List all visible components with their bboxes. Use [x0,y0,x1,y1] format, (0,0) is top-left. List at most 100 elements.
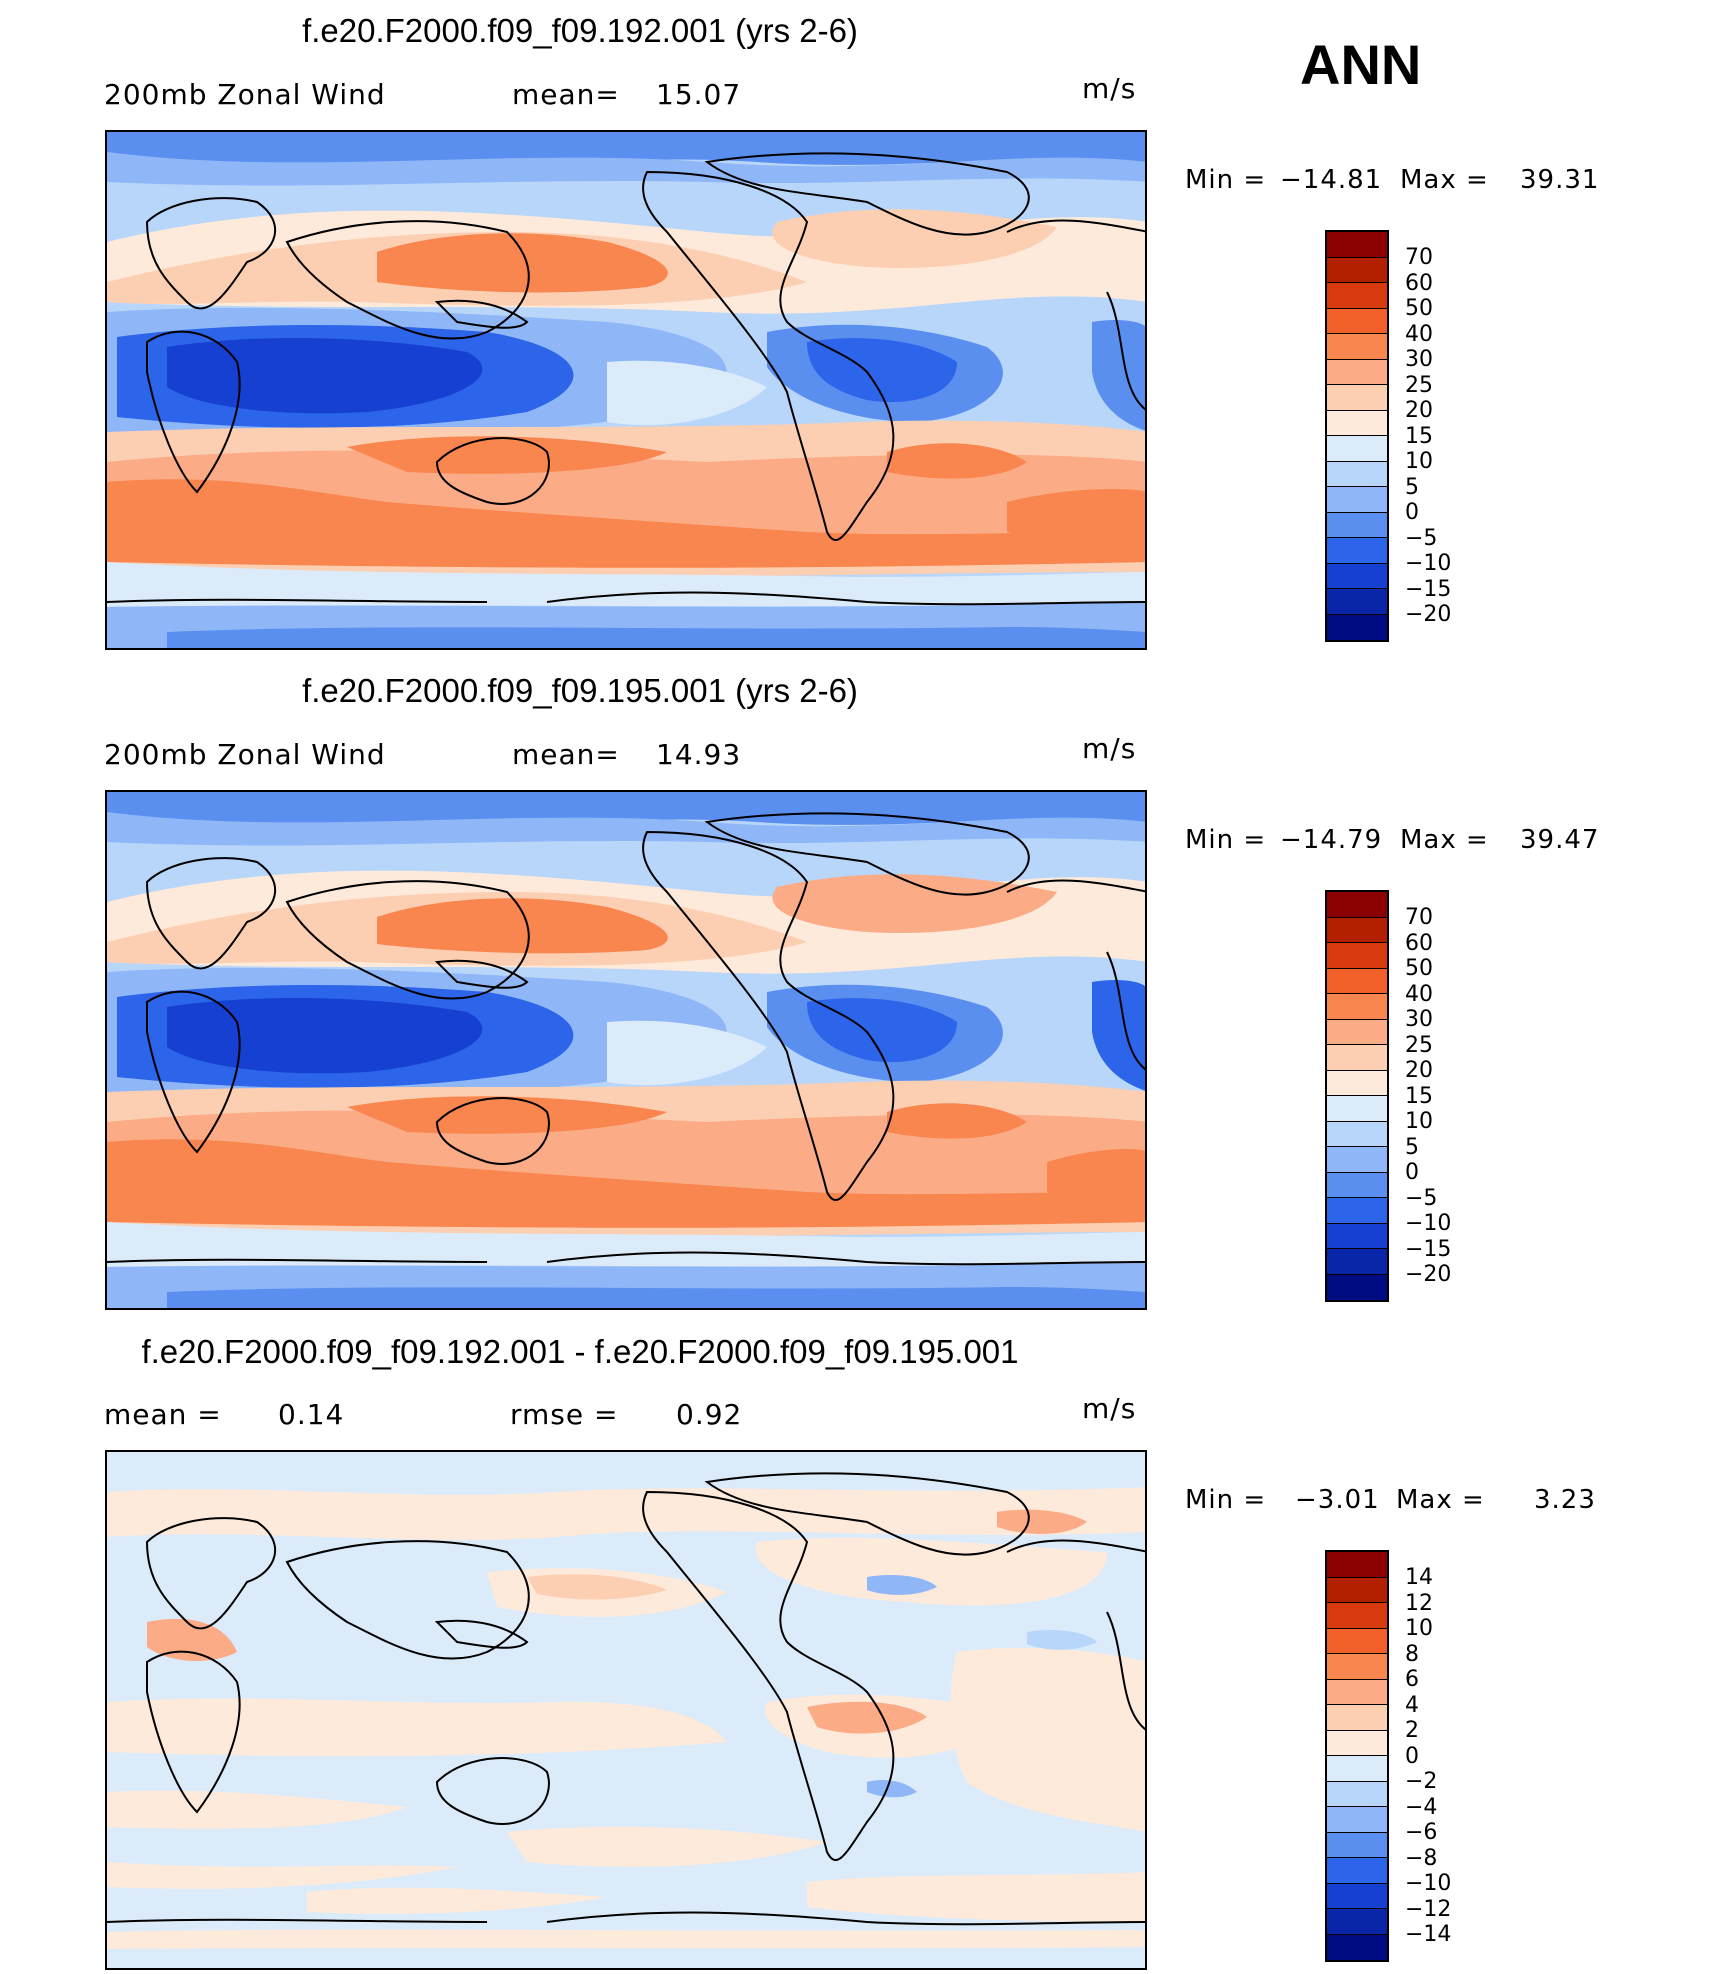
panel-2-stat-label: mean= [512,738,620,771]
colorbar-tick-label: −20 [1405,602,1452,627]
colorbar-tick-label: −6 [1405,1820,1438,1845]
colorbar-tick-label: 25 [1405,372,1433,398]
panel-2-title: f.e20.F2000.f09_f09.195.001 (yrs 2-6) [302,672,858,709]
colorbar-swatch [1327,1858,1387,1884]
colorbar-swatch [1327,283,1387,309]
colorbar-swatch [1327,232,1387,258]
colorbar-swatch [1327,1628,1387,1654]
colorbar-tick-label: −20 [1405,1262,1452,1287]
colorbar-swatch [1327,1679,1387,1705]
panel-1-map [105,130,1147,650]
colorbar-swatch [1327,1577,1387,1603]
panel-3-rmse-value: 0.92 [676,1398,743,1431]
panel-2-min-label: Min = [1185,825,1267,855]
colorbar-tick-label: 0 [1405,1743,1419,1769]
colorbar-swatch [1327,943,1387,969]
colorbar-tick-label: 5 [1405,1134,1419,1160]
colorbar-swatch [1327,1045,1387,1071]
panel-3-max-value: 3.23 [1534,1485,1596,1515]
colorbar-swatch [1327,1654,1387,1680]
panel-2-max-value: 39.47 [1520,825,1600,855]
colorbar-tick-label: 0 [1405,500,1419,525]
colorbar-swatch [1327,436,1387,462]
panel-3-map [105,1450,1147,1970]
colorbar-tick-label: 4 [1405,1692,1419,1718]
colorbar-swatch [1327,1934,1387,1960]
colorbar-tick-label: 60 [1405,270,1433,296]
colorbar-swatch [1327,1730,1387,1756]
colorbar-tick-label: −4 [1405,1794,1438,1820]
colorbar-tick-label: 50 [1405,296,1433,321]
colorbar-tick-label: −15 [1405,576,1452,602]
colorbar-tick-label: 70 [1405,905,1433,930]
colorbar-swatch [1327,892,1387,918]
colorbar-swatch [1327,334,1387,360]
colorbar-tick-label: 14 [1405,1565,1433,1590]
colorbar-tick-label: 10 [1405,1109,1433,1134]
panel-1-max-value: 39.31 [1520,165,1600,195]
colorbar-tick-label: 25 [1405,1032,1433,1058]
colorbar-swatch [1327,512,1387,538]
colorbar-swatch [1327,917,1387,943]
colorbar-swatch [1327,538,1387,564]
panel-3-colorbar [1325,1550,1389,1962]
colorbar-tick-label: 15 [1405,423,1433,449]
panel-1-stat-label: mean= [512,78,620,111]
colorbar-tick-label: −14 [1405,1922,1452,1947]
colorbar-swatch [1327,487,1387,513]
colorbar-swatch [1327,614,1387,640]
colorbar-tick-label: −2 [1405,1769,1438,1794]
colorbar-swatch [1327,1249,1387,1275]
panel-3-min-label: Min = [1185,1485,1267,1515]
colorbar-tick-label: 20 [1405,1058,1433,1083]
colorbar-tick-label: 70 [1405,245,1433,270]
colorbar-tick-label: 50 [1405,956,1433,981]
panel-3-min-value: −3.01 [1295,1485,1380,1515]
colorbar-swatch [1327,1603,1387,1629]
colorbar-swatch [1327,1756,1387,1782]
colorbar-swatch [1327,1121,1387,1147]
colorbar-tick-label: −5 [1405,525,1438,551]
colorbar-tick-label: −12 [1405,1896,1452,1922]
colorbar-swatch [1327,563,1387,589]
panel-1-stat-value: 15.07 [656,78,742,111]
colorbar-tick-label: 10 [1405,449,1433,474]
colorbar-swatch [1327,1147,1387,1173]
colorbar-swatch [1327,1552,1387,1578]
colorbar-tick-label: −10 [1405,1211,1452,1236]
panel-1-units: m/s [1082,72,1137,105]
panel-2-max-label: Max = [1400,825,1489,855]
colorbar-tick-label: −5 [1405,1185,1438,1211]
colorbar-swatch [1327,1070,1387,1096]
colorbar-swatch [1327,385,1387,411]
colorbar-swatch [1327,994,1387,1020]
season-label: ANN [1300,33,1422,96]
colorbar-swatch [1327,1705,1387,1731]
colorbar-swatch [1327,1198,1387,1224]
colorbar-swatch [1327,1172,1387,1198]
panel-3-title: f.e20.F2000.f09_f09.192.001 - f.e20.F200… [141,1333,1019,1370]
colorbar-swatch [1327,1807,1387,1833]
panel-3-mean-label: mean = [104,1398,222,1431]
colorbar-tick-label: 8 [1405,1641,1419,1667]
colorbar-swatch [1327,589,1387,615]
colorbar-tick-label: 60 [1405,930,1433,956]
colorbar-swatch [1327,1019,1387,1045]
colorbar-swatch [1327,1096,1387,1122]
colorbar-swatch [1327,1909,1387,1935]
panel-1-max-label: Max = [1400,165,1489,195]
panel-2-stat-value: 14.93 [656,738,742,771]
colorbar-tick-label: 15 [1405,1083,1433,1109]
panel-3-max-label: Max = [1396,1485,1485,1515]
colorbar-swatch [1327,1883,1387,1909]
panel-1-variable: 200mb Zonal Wind [104,78,386,111]
colorbar-swatch [1327,968,1387,994]
colorbar-swatch [1327,1832,1387,1858]
colorbar-swatch [1327,410,1387,436]
panel-3-mean-value: 0.14 [278,1398,345,1431]
colorbar-swatch [1327,1274,1387,1300]
colorbar-tick-label: −10 [1405,1871,1452,1896]
colorbar-tick-label: 10 [1405,1616,1433,1641]
colorbar-swatch [1327,1223,1387,1249]
panel-3-rmse-label: rmse = [510,1398,619,1431]
